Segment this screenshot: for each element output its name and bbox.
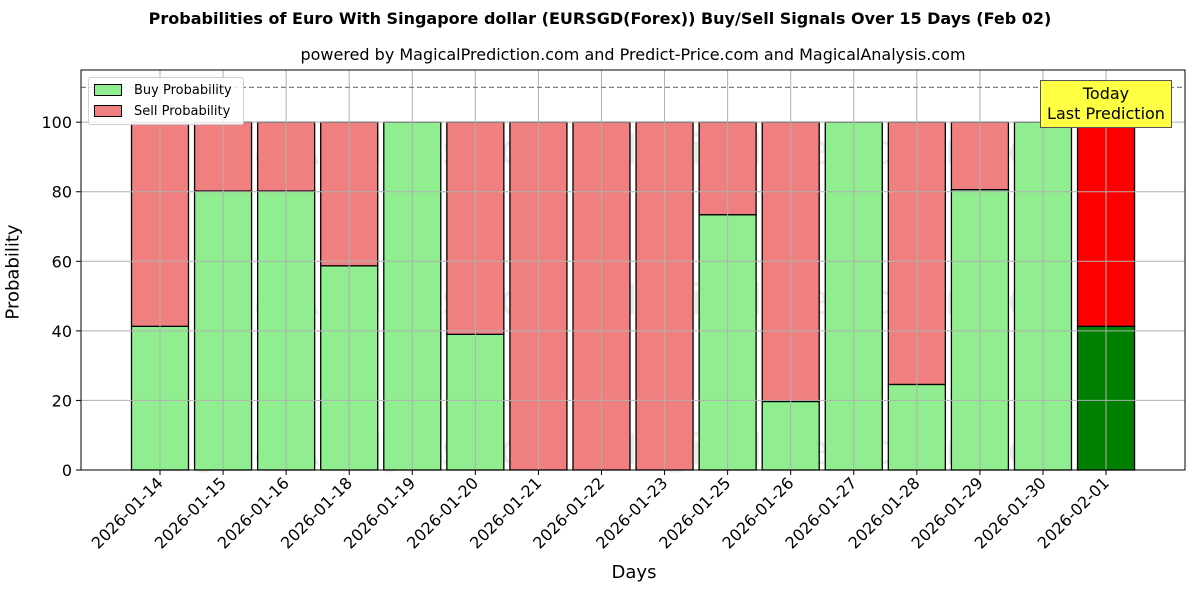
plot-frame [80, 69, 1186, 471]
legend: Buy Probability Sell Probability [88, 77, 244, 125]
chart-title: Probabilities of Euro With Singapore dol… [148, 9, 1052, 28]
y-tick-label: 80 [52, 183, 72, 202]
legend-item-sell: Sell Probability [94, 103, 230, 119]
x-axis-label: Days [611, 562, 657, 583]
y-tick-label: 0 [62, 461, 72, 480]
y-tick-label: 40 [52, 322, 72, 341]
sell-swatch-icon [94, 105, 122, 117]
today-annotation: Today Last Prediction [1040, 80, 1172, 128]
buy-swatch-icon [94, 84, 122, 96]
chart-subtitle: powered by MagicalPrediction.com and Pre… [300, 45, 966, 64]
legend-item-buy: Buy Probability [94, 82, 232, 98]
y-tick-label: 60 [52, 252, 72, 271]
y-tick-label: 20 [52, 391, 72, 410]
y-tick-label: 100 [41, 113, 72, 132]
